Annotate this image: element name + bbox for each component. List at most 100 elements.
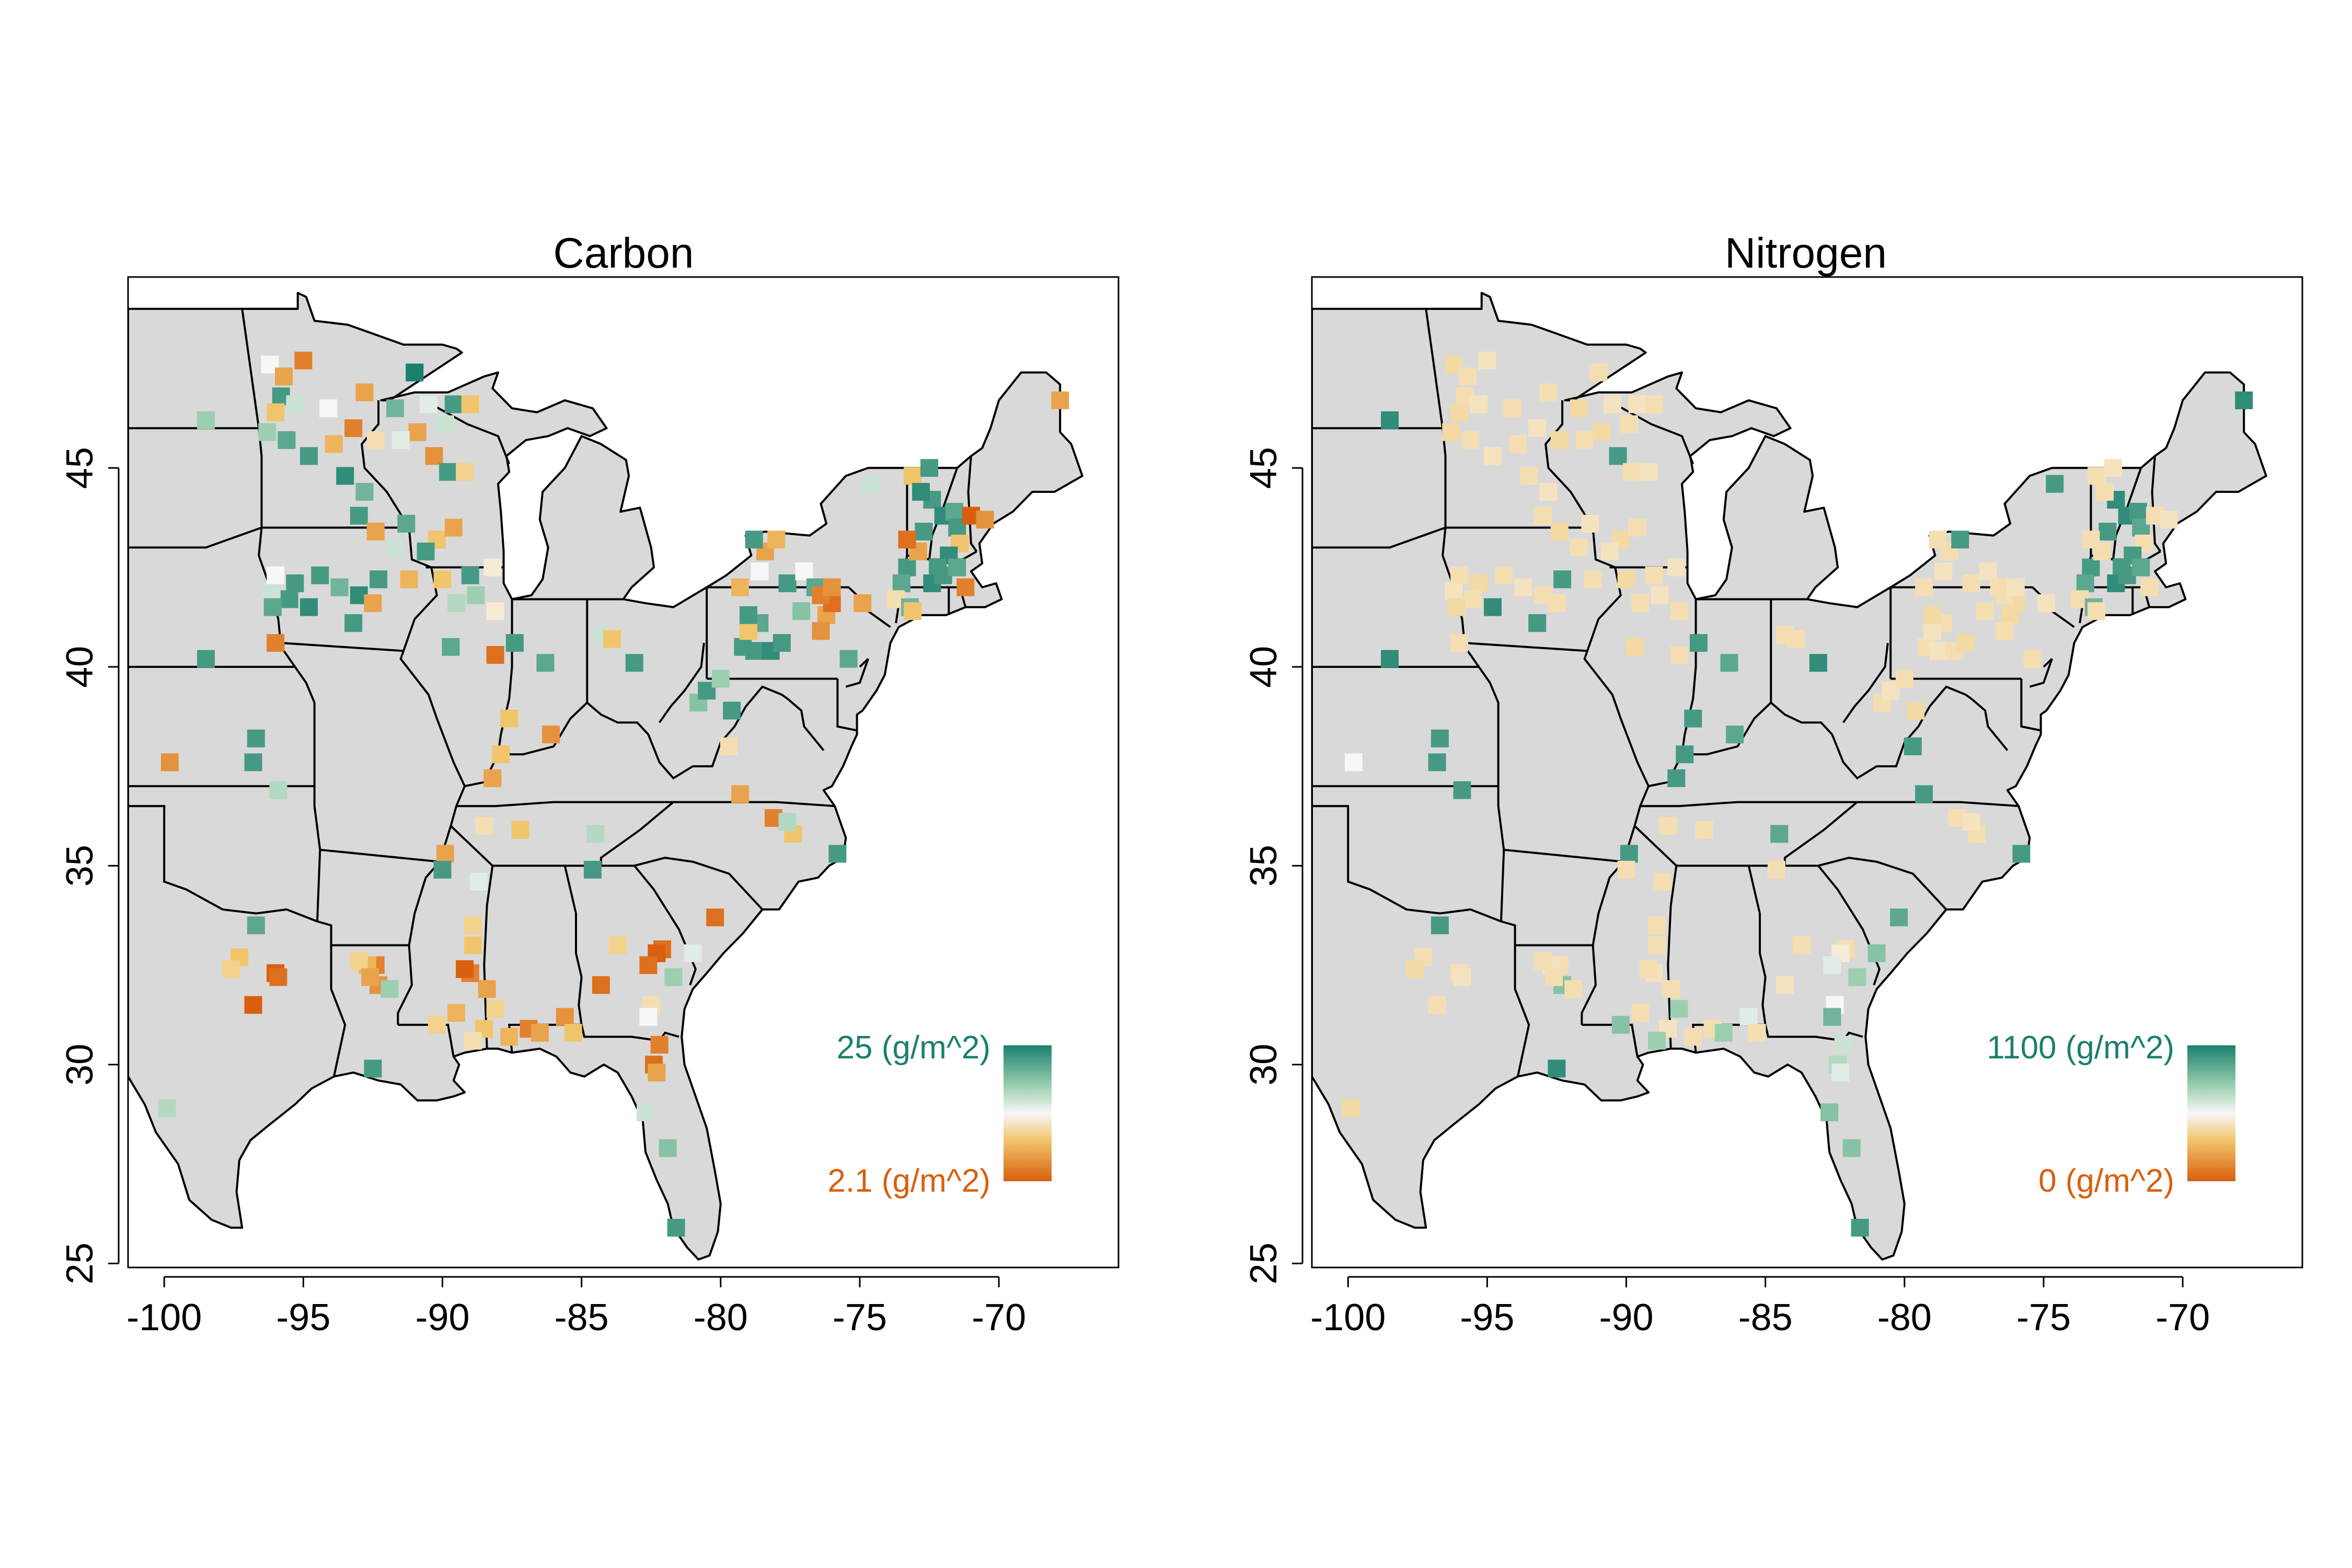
nitrogen-site-marker: [1528, 614, 1547, 632]
nitrogen-x-tick-label: -90: [1599, 1297, 1653, 1339]
nitrogen-site-marker: [1915, 785, 1933, 803]
carbon-map-panel: Carbon -100 -95 -90 -85 -80 -75 -70 25 30 35 40 45…: [59, 229, 1120, 1339]
carbon-x-tick-label: -95: [276, 1297, 330, 1339]
carbon-site-marker: [286, 395, 304, 413]
carbon-site-marker: [740, 606, 758, 624]
carbon-site-marker: [299, 598, 318, 616]
nitrogen-site-marker: [1450, 403, 1469, 421]
carbon-site-marker: [745, 531, 763, 549]
nitrogen-site-marker: [1503, 399, 1521, 418]
nitrogen-y-tick-label: 40: [1243, 646, 1285, 688]
nitrogen-state-border: [1648, 701, 1833, 788]
carbon-site-marker: [275, 367, 293, 386]
carbon-site-marker: [433, 860, 452, 879]
nitrogen-site-marker: [1651, 586, 1669, 604]
carbon-site-marker: [319, 399, 338, 418]
carbon-state-border: [397, 527, 466, 1025]
nitrogen-site-marker: [1767, 860, 1785, 879]
carbon-site-marker: [740, 622, 758, 640]
carbon-site-marker: [456, 463, 474, 481]
carbon-state-border: [633, 865, 697, 986]
nitrogen-site-marker: [1956, 634, 1975, 652]
nitrogen-site-marker: [1645, 566, 1663, 584]
carbon-state-border: [836, 678, 858, 732]
carbon-state-border: [128, 526, 262, 549]
nitrogen-state-border: [1425, 308, 1530, 1077]
nitrogen-site-marker: [2132, 558, 2150, 577]
carbon-site-marker: [417, 543, 435, 561]
carbon-state-border: [456, 801, 835, 808]
carbon-site-marker: [469, 872, 488, 891]
nitrogen-site-marker: [1539, 482, 1558, 501]
nitrogen-x-tick-label: -100: [1310, 1297, 1386, 1339]
nitrogen-site-marker: [1478, 351, 1496, 370]
carbon-site-marker: [325, 435, 343, 453]
carbon-site-marker: [475, 817, 493, 835]
carbon-site-marker: [915, 523, 933, 541]
nitrogen-site-marker: [2129, 503, 2147, 521]
carbon-x-tick-label: -80: [694, 1297, 748, 1339]
carbon-site-marker: [812, 622, 830, 640]
nitrogen-state-border: [1312, 805, 1502, 923]
carbon-x-tick-label: -85: [555, 1297, 609, 1339]
carbon-x-tick-label: -100: [126, 1297, 202, 1339]
nitrogen-site-marker: [2235, 391, 2253, 409]
nitrogen-site-marker: [1648, 936, 1666, 954]
nitrogen-site-marker: [1684, 1028, 1702, 1046]
nitrogen-site-marker: [1648, 1032, 1666, 1050]
carbon-site-marker: [839, 650, 858, 668]
carbon-site-marker: [386, 399, 405, 418]
nitrogen-site-marker: [1842, 1139, 1861, 1157]
carbon-site-marker: [366, 431, 385, 449]
carbon-site-marker: [956, 578, 975, 596]
carbon-site-marker: [731, 578, 750, 596]
carbon-site-marker: [706, 908, 724, 927]
nitrogen-site-marker: [1823, 956, 1841, 974]
nitrogen-site-marker: [1676, 745, 1694, 764]
carbon-site-marker: [464, 1032, 482, 1050]
carbon-site-marker: [904, 602, 922, 620]
carbon-site-marker: [344, 419, 363, 437]
nitrogen-state-border: [1970, 698, 2009, 751]
nitrogen-site-marker: [1570, 399, 1588, 418]
carbon-site-marker: [731, 785, 750, 803]
carbon-y-tick-label: 40: [59, 646, 101, 688]
nitrogen-state-border: [1615, 403, 1694, 465]
carbon-site-marker: [639, 956, 658, 974]
carbon-site-marker: [592, 976, 610, 994]
nitrogen-site-marker: [1907, 701, 1925, 720]
carbon-site-marker: [364, 1059, 382, 1078]
nitrogen-site-marker: [1470, 574, 1488, 593]
nitrogen-site-marker: [1623, 463, 1641, 481]
carbon-site-marker: [370, 570, 388, 589]
carbon-x-tick-label: -90: [415, 1297, 469, 1339]
carbon-state-border: [659, 642, 705, 723]
carbon-site-marker: [542, 725, 560, 744]
nitrogen-site-marker: [1695, 821, 1713, 839]
nitrogen-site-marker: [1539, 383, 1558, 401]
nitrogen-site-marker: [1570, 538, 1588, 557]
nitrogen-site-marker: [1667, 558, 1686, 577]
nitrogen-site-marker: [1617, 860, 1635, 879]
nitrogen-site-marker: [1548, 1059, 1566, 1078]
carbon-site-marker: [222, 960, 240, 978]
carbon-site-marker: [483, 558, 502, 577]
nitrogen-x-axis: -100 -95 -90 -85 -80 -75 -70: [1310, 1276, 2210, 1339]
carbon-site-marker: [531, 1023, 549, 1042]
carbon-site-marker: [355, 383, 374, 401]
nitrogen-site-marker: [1589, 363, 1608, 382]
carbon-site-marker: [912, 482, 930, 501]
carbon-site-marker: [244, 996, 262, 1014]
nitrogen-site-marker: [1890, 908, 1908, 927]
carbon-site-marker: [711, 670, 730, 688]
nitrogen-site-marker: [1951, 531, 1969, 549]
carbon-site-marker: [898, 558, 916, 577]
carbon-site-marker: [500, 709, 518, 728]
carbon-site-marker: [461, 566, 479, 584]
carbon-site-marker: [381, 980, 399, 998]
carbon-state-border: [707, 586, 891, 628]
carbon-y-tick-label: 30: [59, 1044, 101, 1086]
nitrogen-site-marker: [1834, 1035, 1852, 1054]
carbon-site-marker: [286, 574, 304, 593]
carbon-site-marker: [386, 538, 405, 557]
